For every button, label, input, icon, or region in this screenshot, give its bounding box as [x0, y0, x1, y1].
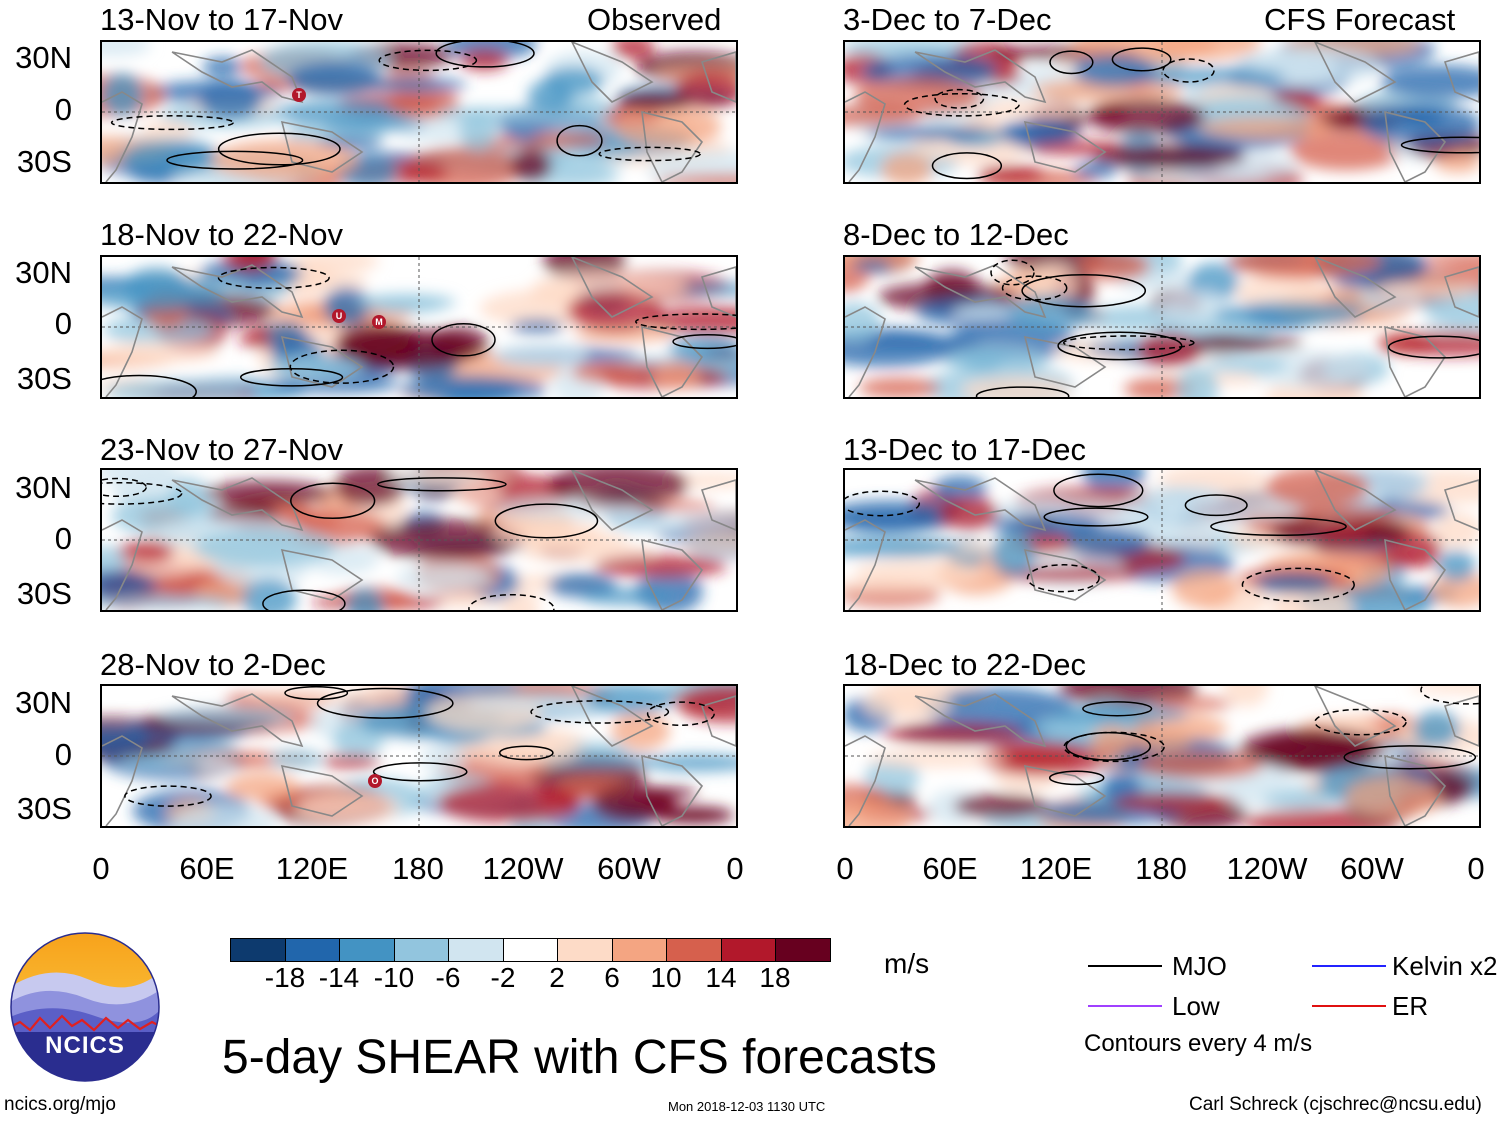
- legend-label-er: ER: [1392, 991, 1429, 1021]
- colorbar-tick: -2: [490, 962, 516, 993]
- lon-label-120w: 120W: [1226, 851, 1308, 886]
- logo-text: NCICS: [45, 1032, 125, 1059]
- panel-title-8: 18-Dec to 22-Dec: [843, 647, 1086, 682]
- panel-title-2: 18-Nov to 22-Nov: [100, 217, 343, 252]
- contours-note: Contours every 4 m/s: [1084, 1030, 1313, 1057]
- storm-marker: U: [332, 309, 346, 323]
- lon-label-0: 0: [836, 851, 854, 886]
- map-shading: [102, 470, 736, 610]
- legend-label-mjo: MJO: [1172, 951, 1227, 981]
- panel-title-4: 28-Nov to 2-Dec: [100, 647, 326, 682]
- map-shading: [845, 470, 1479, 610]
- footer-url: ncics.org/mjo: [4, 1094, 116, 1115]
- map-shading: [845, 686, 1479, 826]
- lon-label-180: 180: [392, 851, 444, 886]
- lon-label-0: 0: [92, 851, 110, 886]
- lon-label-60e: 60E: [922, 851, 978, 886]
- lon-label-60w: 60W: [597, 851, 661, 886]
- lon-label-0-end: 0: [726, 851, 744, 886]
- lon-label-120e: 120E: [1019, 851, 1093, 886]
- ncics-logo-icon: [10, 932, 160, 1082]
- colorbar-swatch: [284, 938, 340, 962]
- lat-label-0: 0: [54, 92, 72, 127]
- colorbar-tick: 10: [650, 962, 682, 993]
- panel-title-5: 3-Dec to 7-Dec: [843, 2, 1052, 37]
- lon-label-120w: 120W: [482, 851, 564, 886]
- lon-label-60w: 60W: [1340, 851, 1404, 886]
- storm-marker: O: [368, 774, 382, 788]
- cfs-forecast-label: CFS Forecast: [1264, 2, 1456, 37]
- map-panel-3-dec-7-dec: [843, 40, 1481, 184]
- colorbar-swatch: [611, 938, 667, 962]
- colorbar-tick: 6: [604, 962, 620, 993]
- colorbar-swatch: [720, 938, 776, 962]
- map-panel-23-nov-27-nov: [100, 468, 738, 612]
- map-shading: [845, 257, 1479, 397]
- lat-label-30n: 30N: [15, 685, 72, 720]
- map-shading: [102, 257, 736, 397]
- colorbar-tick: -10: [373, 962, 415, 993]
- map-panel-13-nov-17-nov: T: [100, 40, 738, 184]
- legend-line-kelvin: [1312, 965, 1386, 967]
- panel-title-1: 13-Nov to 17-Nov: [100, 2, 343, 37]
- panel-title-3: 23-Nov to 27-Nov: [100, 432, 343, 467]
- lat-label-0: 0: [54, 306, 72, 341]
- lat-label-0: 0: [54, 521, 72, 556]
- lat-label-30n: 30N: [15, 470, 72, 505]
- legend-label-kelvin: Kelvin x2: [1392, 951, 1498, 981]
- main-title: 5-day SHEAR with CFS forecasts: [222, 1031, 937, 1084]
- legend-line-er: [1312, 1005, 1386, 1007]
- lon-label-180: 180: [1135, 851, 1187, 886]
- lon-label-0-end: 0: [1467, 851, 1485, 886]
- storm-marker: M: [372, 315, 386, 329]
- colorbar-swatch: [502, 938, 558, 962]
- colorbar-swatch: [666, 938, 722, 962]
- colorbar-tick: 2: [549, 962, 565, 993]
- colorbar-swatch: [393, 938, 449, 962]
- legend-line-low: [1088, 1005, 1162, 1007]
- lat-label-30s: 30S: [16, 791, 72, 826]
- lat-label-30s: 30S: [16, 361, 72, 396]
- map-shading: [102, 42, 736, 182]
- lat-label-0: 0: [54, 737, 72, 772]
- legend-label-low: Low: [1172, 991, 1220, 1021]
- legend-line-mjo: [1088, 965, 1162, 967]
- colorbar-tick: -14: [318, 962, 360, 993]
- colorbar-swatch: [339, 938, 395, 962]
- map-panel-28-nov-2-dec: O: [100, 684, 738, 828]
- colorbar-tick: -18: [264, 962, 306, 993]
- lat-label-30n: 30N: [15, 255, 72, 290]
- colorbar-tick: 14: [705, 962, 737, 993]
- map-panel-13-dec-17-dec: [843, 468, 1481, 612]
- lat-label-30n: 30N: [15, 40, 72, 75]
- colorbar-swatch: [557, 938, 613, 962]
- storm-marker: T: [292, 88, 306, 102]
- colorbar-swatch: [230, 938, 286, 962]
- lon-label-120e: 120E: [275, 851, 349, 886]
- map-shading: [102, 686, 736, 826]
- footer-timestamp: Mon 2018-12-03 1130 UTC: [668, 1099, 826, 1114]
- colorbar-units: m/s: [884, 948, 930, 979]
- lon-label-60e: 60E: [179, 851, 235, 886]
- colorbar-swatch: [448, 938, 504, 962]
- lat-label-30s: 30S: [16, 144, 72, 179]
- ncics-logo: NCICS: [10, 932, 160, 1082]
- colorbar-swatch: [775, 938, 831, 962]
- colorbar-tick: -6: [435, 962, 461, 993]
- map-panel-18-dec-22-dec: [843, 684, 1481, 828]
- footer-credit: Carl Schreck (cjschrec@ncsu.edu): [1189, 1094, 1482, 1115]
- lat-label-30s: 30S: [16, 576, 72, 611]
- observed-label: Observed: [587, 2, 722, 37]
- colorbar-tick: 18: [759, 962, 791, 993]
- panel-title-6: 8-Dec to 12-Dec: [843, 217, 1069, 252]
- panel-title-7: 13-Dec to 17-Dec: [843, 432, 1086, 467]
- map-shading: [845, 42, 1479, 182]
- map-panel-8-dec-12-dec: [843, 255, 1481, 399]
